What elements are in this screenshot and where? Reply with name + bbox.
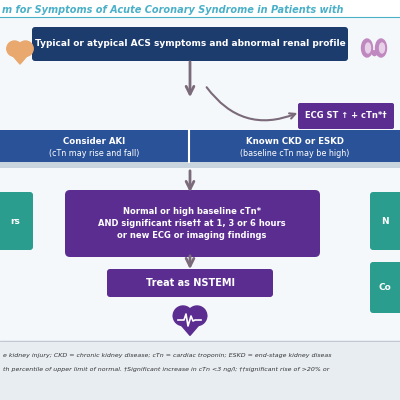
FancyBboxPatch shape [298,103,394,129]
FancyBboxPatch shape [0,340,400,400]
Ellipse shape [376,39,386,57]
Text: rs: rs [10,216,20,226]
Circle shape [18,41,33,56]
Polygon shape [7,49,33,64]
Circle shape [7,41,22,56]
FancyBboxPatch shape [32,27,348,61]
FancyBboxPatch shape [0,162,400,168]
Text: Consider AKI: Consider AKI [63,136,125,146]
Text: Typical or atypical ACS symptoms and abnormal renal profile: Typical or atypical ACS symptoms and abn… [35,40,345,48]
FancyBboxPatch shape [370,192,400,250]
FancyBboxPatch shape [190,130,400,162]
Text: Normal or high baseline cTn*: Normal or high baseline cTn* [123,208,261,216]
Text: (cTn may rise and fall): (cTn may rise and fall) [49,150,139,158]
Text: ECG ST ↑ + cTn*†: ECG ST ↑ + cTn*† [305,112,387,120]
Polygon shape [173,316,207,335]
Text: N: N [381,216,389,226]
Text: Co: Co [379,282,391,292]
Text: Treat as NSTEMI: Treat as NSTEMI [146,278,234,288]
Ellipse shape [362,39,372,57]
Ellipse shape [380,43,384,53]
FancyBboxPatch shape [65,190,320,257]
Circle shape [173,306,193,326]
Text: m for Symptoms of Acute Coronary Syndrome in Patients with: m for Symptoms of Acute Coronary Syndrom… [2,5,344,15]
Text: Known CKD or ESKD: Known CKD or ESKD [246,136,344,146]
Text: AND significant rise†† at 1, 3 or 6 hours: AND significant rise†† at 1, 3 or 6 hour… [98,220,286,228]
Text: e kidney injury; CKD = chronic kidney disease; cTn = cardiac troponin; ESKD = en: e kidney injury; CKD = chronic kidney di… [3,354,332,358]
FancyBboxPatch shape [370,262,400,313]
FancyBboxPatch shape [107,269,273,297]
FancyBboxPatch shape [0,130,188,162]
Text: (baseline cTn may be high): (baseline cTn may be high) [240,150,350,158]
FancyBboxPatch shape [0,17,400,340]
FancyBboxPatch shape [0,0,400,18]
Text: th percentile of upper limit of normal. †Significant increase in cTn <3 ng/l; ††: th percentile of upper limit of normal. … [3,368,329,372]
FancyBboxPatch shape [0,192,33,250]
Text: or new ECG or imaging findings: or new ECG or imaging findings [117,232,267,240]
Circle shape [187,306,207,326]
Ellipse shape [366,43,370,53]
